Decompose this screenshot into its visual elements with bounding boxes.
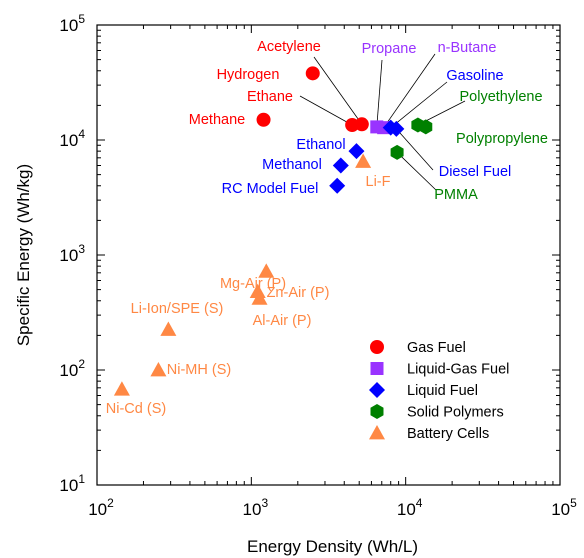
x-tick-label: 104: [397, 496, 423, 519]
point-label: Gasoline: [446, 68, 503, 84]
data-point: [419, 119, 433, 135]
legend-marker: [370, 404, 384, 419]
data-point: [332, 157, 349, 174]
x-tick-label: 103: [243, 496, 269, 519]
axis-ticks: [96, 25, 560, 486]
legend-label: Battery Cells: [407, 426, 489, 442]
point-label: Polyethylene: [459, 89, 542, 105]
label-connector: [390, 81, 448, 128]
data-point: [150, 362, 167, 377]
point-label: Diesel Fuel: [439, 164, 512, 180]
data-point: [113, 381, 130, 396]
x-axis-label: Energy Density (Wh/L): [247, 537, 418, 556]
point-label: PMMA: [434, 187, 478, 203]
data-point: [348, 143, 365, 160]
legend-marker: [370, 340, 384, 354]
y-axis-label: Specific Energy (Wh/kg): [14, 164, 33, 346]
point-label: Hydrogen: [217, 67, 280, 83]
point-label: Al-Air (P): [253, 313, 312, 329]
point-label: Methanol: [262, 157, 322, 173]
label-connector: [383, 53, 436, 128]
legend-marker: [369, 425, 385, 440]
data-point: [329, 177, 346, 194]
label-connector: [396, 152, 437, 191]
data-point: [160, 321, 177, 336]
point-label: Ethanol: [296, 137, 345, 153]
legend-label: Liquid Fuel: [407, 383, 478, 399]
data-point: [305, 66, 320, 81]
x-tick-label: 105: [551, 496, 577, 519]
point-label: Mg-Air (P): [220, 276, 286, 292]
data-point: [355, 153, 372, 168]
label-connector: [376, 59, 383, 127]
point-label: Polypropylene: [456, 131, 548, 147]
label-connectors: [299, 53, 466, 191]
legend: Gas Fuel Liquid-Gas Fuel Liquid Fuel Solid …: [369, 340, 509, 442]
y-tick-label: 103: [59, 242, 85, 265]
y-tick-label: 102: [59, 357, 85, 380]
data-point: [354, 117, 369, 132]
data-point: [390, 144, 404, 160]
data-point: [388, 120, 405, 137]
data-point: [256, 112, 271, 127]
y-tick-label: 101: [59, 472, 85, 495]
point-label: Methane: [189, 112, 245, 128]
label-connector: [299, 95, 353, 126]
point-label: Ni-MH (S): [167, 362, 231, 378]
point-label: Li-F: [366, 174, 391, 190]
legend-label: Liquid-Gas Fuel: [407, 362, 509, 378]
data-markers: [113, 66, 433, 396]
data-point: [251, 290, 268, 305]
x-tick-label: 102: [88, 496, 114, 519]
point-label: Zn-Air (P): [267, 285, 330, 301]
legend-label: Solid Polymers: [407, 405, 504, 421]
y-tick-label: 104: [59, 127, 85, 150]
point-label: RC Model Fuel: [222, 181, 319, 197]
point-label: Ethane: [247, 89, 293, 105]
point-label: Propane: [362, 41, 417, 57]
point-label: n-Butane: [438, 40, 497, 56]
label-connector: [396, 128, 434, 171]
label-connector: [313, 56, 363, 125]
data-point: [258, 263, 275, 278]
legend-label: Gas Fuel: [407, 340, 466, 356]
point-label: Ni-Cd (S): [106, 401, 166, 417]
legend-marker: [370, 362, 384, 375]
point-label: Acetylene: [257, 39, 321, 55]
point-label: Li-Ion/SPE (S): [131, 301, 224, 317]
legend-marker: [369, 382, 385, 398]
y-tick-label: 105: [59, 12, 85, 35]
